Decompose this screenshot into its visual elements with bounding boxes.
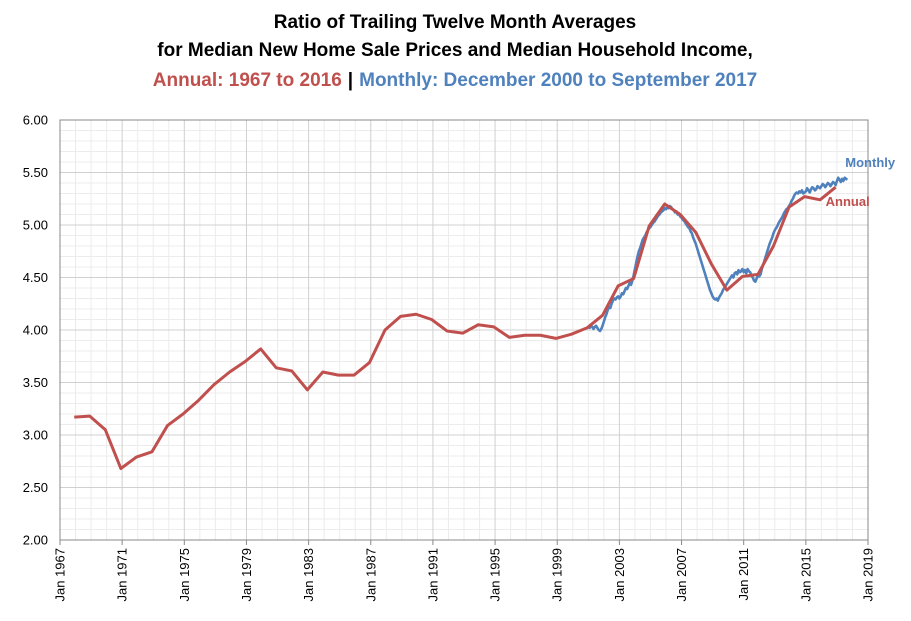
x-tick-label: Jan 1999 [550, 548, 565, 602]
x-tick-label: Jan 1983 [301, 548, 316, 602]
x-tick-label: Jan 1967 [53, 548, 68, 602]
series-line [74, 186, 837, 471]
subtitle-part: | [348, 70, 353, 91]
chart-subtitle-line: Annual: 1967 to 2016 | Monthly: December 2… [153, 70, 757, 91]
subtitle-part: Annual: 1967 to 2016 [153, 70, 342, 91]
y-tick-label: 2.00 [23, 533, 48, 548]
x-tick-label: Jan 1979 [239, 548, 254, 602]
x-tick-label: Jan 1975 [177, 548, 192, 602]
y-tick-label: 6.00 [23, 113, 48, 128]
y-tick-label: 5.00 [23, 218, 48, 233]
x-tick-label: Jan 2015 [798, 548, 813, 602]
y-tick-label: 4.00 [23, 323, 48, 338]
y-tick-label: 3.00 [23, 428, 48, 443]
x-tick-label: Jan 2007 [674, 548, 689, 602]
subtitle-part: Monthly: December 2000 to September 2017 [359, 70, 757, 91]
series-line [586, 176, 849, 333]
x-tick-label: Jan 1991 [425, 548, 440, 602]
y-tick-label: 5.50 [23, 165, 48, 180]
x-tick-label: Jan 1987 [363, 548, 378, 602]
y-tick-label: 4.50 [23, 270, 48, 285]
x-tick-label: Jan 2019 [861, 548, 876, 602]
x-tick-label: Jan 2003 [612, 548, 627, 602]
series-label: Annual [826, 194, 870, 209]
y-tick-label: 3.50 [23, 375, 48, 390]
y-tick-label: 2.50 [23, 480, 48, 495]
chart-subtitle: for Median New Home Sale Prices and Medi… [157, 40, 752, 61]
x-tick-label: Jan 1971 [115, 548, 130, 602]
x-tick-label: Jan 1995 [488, 548, 503, 602]
x-tick-label: Jan 2011 [736, 548, 751, 601]
series-label: Monthly [845, 155, 896, 170]
chart-title: Ratio of Trailing Twelve Month Averages [274, 12, 636, 33]
plot-frame [59, 119, 869, 541]
